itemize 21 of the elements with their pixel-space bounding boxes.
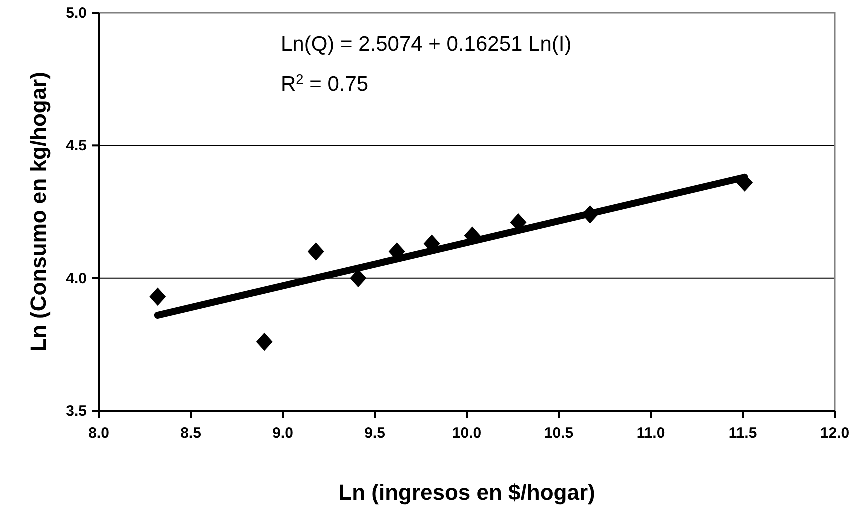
point [150,288,166,306]
annotation: Ln(Q) = 2.5074 + 0.16251 Ln(I) [281,33,572,56]
x-tick-label: 10.5 [544,425,574,442]
x-tick-label: 11.5 [728,425,758,442]
x-tick-label: 8.0 [88,425,110,442]
x-tick-label: 10.0 [452,425,482,442]
annotation: R$^{2}$ = 0.75 [281,72,369,96]
point [308,242,324,261]
x-tick-label: 8.5 [180,425,202,442]
y-axis-title: Ln (Consumo en kg/hogar) [26,72,51,352]
y-tick-label: 3.5 [66,403,87,420]
y-tick-label: 4.5 [66,138,87,155]
point [256,332,273,352]
x-tick-label: 9.5 [364,425,386,442]
x-tick-label: 12.0 [820,425,850,442]
x-tick-label: 9.0 [272,425,294,442]
point [736,174,754,192]
y-tick-label: 4.0 [66,270,87,288]
y-tick-label: 5.0 [66,5,87,22]
x-axis-title: Ln (ingresos en $/hogar) [338,480,596,505]
x-tick-label: 11.0 [636,425,666,442]
